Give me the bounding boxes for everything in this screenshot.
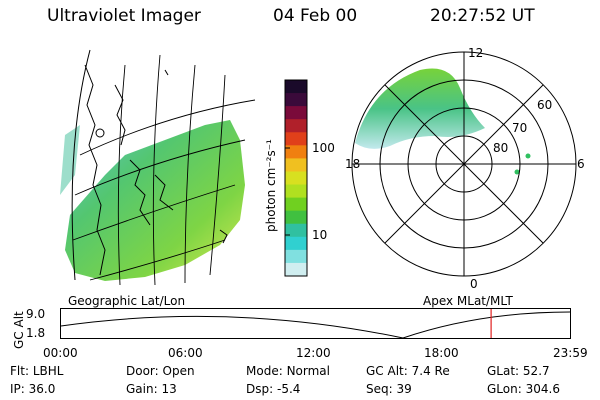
polar-plot [351,51,577,277]
parallel-lines [72,99,256,281]
xtick-0000: 00:00 [43,346,78,360]
colorbar-swatch [285,223,307,238]
altitude-ylabel: GC Alt [12,311,26,349]
instrument-title: Ultraviolet Imager [47,6,201,26]
polar-emission-dot [514,169,520,175]
info-gain-label: Gain: [126,382,158,396]
info-glon-label: GLon: [487,382,522,396]
info-glat: GLat: 52.7 [487,364,550,378]
mlt-label-6: 6 [577,157,585,171]
info-seq-label: Seq: [366,382,393,396]
polar-grid [351,51,577,277]
colorbar-label-10: 10 [312,228,328,242]
coastlines [84,64,228,276]
colorbar-swatch [285,93,307,107]
info-flt: Flt: LBHL [10,364,63,378]
lat-label-60: 60 [537,98,553,112]
info-glat-value: 52.7 [522,364,550,378]
xtick-1800: 18:00 [424,346,459,360]
altitude-ytick-top: 9.0 [26,307,46,321]
date-label: 04 Feb 00 [273,6,358,26]
lat-label-70: 70 [512,121,528,135]
mlt-label-0: 0 [470,277,478,291]
xtick-2359: 23:59 [553,346,588,360]
info-dsp: Dsp: -5.4 [246,382,300,396]
info-glon-value: 304.6 [525,382,560,396]
info-door-value: Open [162,364,195,378]
apex-label: Apex MLat/MLT [423,294,513,308]
colorbar-swatch [285,184,307,199]
info-gcalt-value: 7.4 Re [411,364,450,378]
colorbar-swatch [285,145,307,159]
geographic-map [60,49,256,286]
info-ip-value: 36.0 [28,382,56,396]
xtick-1200: 12:00 [296,346,331,360]
colorbar-swatch [285,80,307,94]
info-gain: Gain: 13 [126,382,177,396]
colorbar-swatch [285,106,307,120]
meridian-lines [117,54,226,286]
info-mode-label: Mode: [246,364,283,378]
info-glat-label: GLat: [487,364,520,378]
info-glon: GLon: 304.6 [487,382,560,396]
colorbar-swatch [285,119,307,133]
colorbar-unit-label: photon cm⁻²s⁻¹ [264,139,278,232]
globe-limb [71,49,91,281]
colorbar-label-100: 100 [312,141,335,155]
info-gcalt-label: GC Alt: [366,364,408,378]
colorbar-swatch [285,158,307,172]
xtick-0600: 06:00 [168,346,203,360]
colorbar-frame [284,79,308,277]
colorbar-swatch [285,132,307,146]
colorbar-swatch [285,171,307,186]
colorbar [284,79,308,277]
info-flt-value: LBHL [32,364,64,378]
colorbar-stripes [285,80,307,277]
colorbar-swatch [285,210,307,225]
altitude-curve [60,311,571,339]
info-seq-value: 39 [396,382,412,396]
time-label: 20:27:52 UT [430,6,535,26]
info-dsp-label: Dsp: [246,382,274,396]
colorbar-swatch [285,236,307,251]
info-door-label: Door: [126,364,159,378]
info-dsp-value: -5.4 [276,382,301,396]
info-seq: Seq: 39 [366,382,412,396]
colorbar-swatch [285,262,307,277]
info-ip: IP: 36.0 [10,382,55,396]
info-gain-value: 13 [161,382,177,396]
altitude-plot [60,308,571,339]
geographic-label: Geographic Lat/Lon [68,294,186,308]
info-gcalt: GC Alt: 7.4 Re [366,364,450,378]
info-mode: Mode: Normal [246,364,330,378]
lat-label-80: 80 [493,141,509,155]
polar-aurora-region [355,68,485,149]
mlt-label-12: 12 [468,46,484,60]
aurora-emission-region [65,120,245,281]
mlt-label-18: 18 [345,157,361,171]
colorbar-swatch [285,249,307,264]
aurora-emission-edge [60,125,80,195]
info-mode-value: Normal [286,364,330,378]
info-ip-label: IP: [10,382,25,396]
info-flt-label: Flt: [10,364,29,378]
colorbar-swatch [285,197,307,212]
info-door: Door: Open [126,364,195,378]
polar-emission-dot [525,153,531,159]
altitude-ytick-bottom: 1.8 [26,326,46,340]
